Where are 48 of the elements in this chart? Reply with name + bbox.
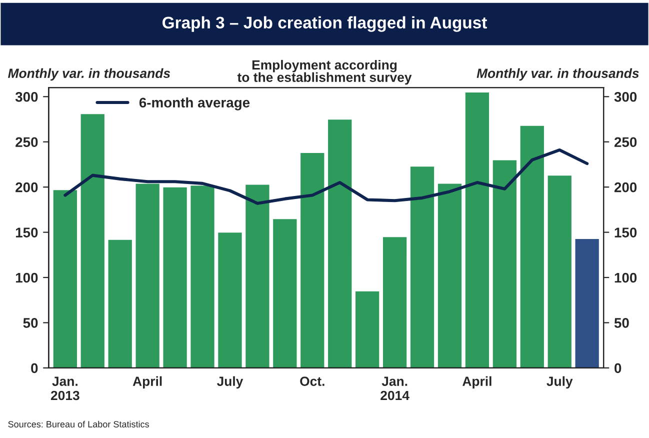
x-tick-label: Jan. 2013 [50,376,80,400]
bar [382,237,407,368]
bar [190,186,214,368]
bar [356,291,380,368]
y-tick-label: 150 [16,228,38,238]
source-note: Sources: Bureau of Labor Statistics [8,420,149,428]
bar [548,176,572,368]
bar [520,126,544,368]
bar [465,92,490,368]
x-tick-label: Oct. [300,376,324,386]
y-tick-label: 300 [15,92,38,102]
line-series [64,148,589,205]
y-tick-label: 250 [16,137,38,148]
y-tick-label: 200 [16,182,38,192]
y-tick-label: 100 [16,272,38,283]
y2-tick-label: 250 [614,137,637,148]
bar [53,190,77,368]
y2-tick-label: 50 [614,318,629,328]
x-tick-label: July [216,376,244,389]
bar [438,184,462,368]
y-axis-title: Monthly var. in thousands [8,68,170,81]
y2-tick-label: 0 [614,363,622,374]
bar [328,120,352,368]
bar [300,153,324,368]
bar [246,184,270,368]
bar [163,187,187,368]
y2-tick-label: 200 [614,182,637,192]
chart-title: Graph 3 – Job creation flagged in August [162,16,487,32]
legend-label: 6-month average [139,97,250,110]
y-tick-label: 0 [31,363,38,374]
bar [273,219,297,368]
y-tick-label: 50 [23,318,38,328]
x-tick-label: April [132,376,162,389]
y2-tick-label: 300 [614,92,637,102]
y2-tick-label: 100 [614,272,637,283]
bar [492,160,516,368]
x-tick-label: April [462,376,492,389]
bar [136,184,160,368]
bar [108,240,132,368]
bar [575,238,599,368]
x-tick-label: Jan. 2014 [380,376,410,400]
bar [218,232,242,368]
bar [410,166,434,368]
chart-subtitle: Employment according to the establishment survey [237,60,412,85]
x-tick-label: July [546,376,573,389]
y2-axis-title: Monthly var. in thousands [476,68,639,81]
bar [80,114,104,368]
y2-tick-label: 150 [614,228,637,238]
